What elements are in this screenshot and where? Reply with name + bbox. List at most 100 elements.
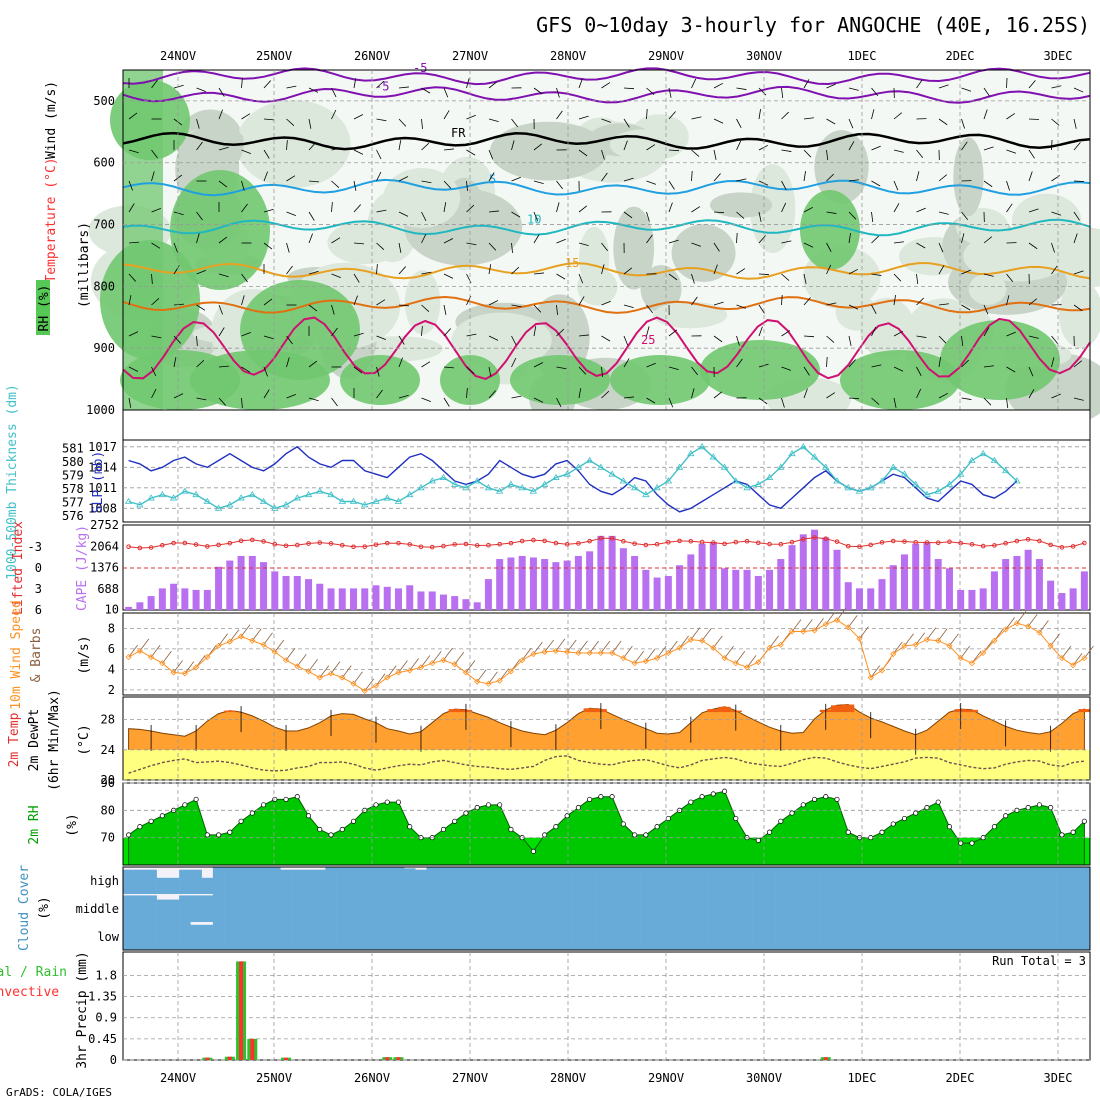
wind10-barb: [240, 624, 251, 637]
wind-barb: [533, 272, 544, 275]
cloud-bar: [224, 894, 236, 922]
cloud-bar: [1044, 894, 1057, 922]
wind-barb: [421, 118, 423, 129]
wind-barb: [1073, 142, 1081, 151]
wind-barb: [758, 397, 768, 405]
wind-barb: [893, 149, 904, 153]
rh-point: [733, 815, 739, 822]
cloud-bar: [583, 867, 596, 894]
wind-barb: [758, 144, 769, 151]
precip-ytick: 0.45: [88, 1032, 117, 1046]
cloud-bar: [437, 867, 450, 894]
bottom-day-label: 25NOV: [256, 1071, 292, 1085]
wind10-point: [249, 637, 256, 644]
cloud-bar: [190, 924, 202, 950]
rh-point: [204, 832, 210, 838]
wind10-point: [878, 667, 886, 674]
wind10-barb: [263, 632, 273, 646]
cloud-bar: [752, 867, 765, 894]
cape-bar: [945, 568, 953, 610]
ylabel-temperature: Temperature (°C): [44, 157, 59, 282]
rh-point: [800, 802, 806, 808]
cloud-bar: [291, 922, 304, 950]
wind-barb: [488, 172, 495, 182]
cloud-bar: [415, 869, 427, 894]
rh-patch: [340, 355, 420, 405]
wind-barb: [578, 242, 589, 246]
wind-barb: [983, 146, 994, 151]
wind-barb: [488, 390, 496, 399]
thickness-point: [338, 497, 346, 504]
humidity-patch: [859, 297, 915, 359]
wind-barb: [826, 242, 832, 253]
cape-bar: [687, 554, 695, 610]
cloud-bar: [190, 869, 202, 894]
wind10-point: [350, 680, 357, 687]
wind-barb: [1006, 180, 1010, 191]
wind-barb: [263, 242, 273, 250]
wind-barb: [736, 358, 743, 368]
wind10-point: [406, 667, 413, 674]
thickness-point: [675, 463, 684, 470]
wind-barb: [826, 173, 834, 182]
cloud-bar: [943, 922, 956, 950]
cloud-bar: [291, 869, 304, 894]
thickness-line: [128, 445, 1018, 510]
cloud-bar: [932, 894, 945, 922]
wind10-barb: [870, 665, 881, 678]
wind-barb: [916, 388, 922, 399]
cloud-bar: [122, 922, 135, 950]
wind-barb: [983, 273, 994, 277]
wind-barb: [376, 335, 386, 340]
cape-bar: [799, 534, 807, 610]
cloud-bar: [561, 922, 573, 950]
cloud-bar: [550, 922, 562, 950]
cloud-bar: [1067, 922, 1079, 950]
wind-barb: [848, 118, 854, 129]
cloud-bar: [820, 894, 832, 922]
cloud-bar: [718, 922, 731, 950]
wind-barb: [128, 112, 138, 120]
rh-point: [328, 832, 334, 838]
wind-barb: [916, 242, 926, 249]
top-day-label: 2DEC: [946, 49, 975, 63]
cape-bar: [428, 591, 436, 610]
wind-barb: [803, 242, 814, 248]
cloud-bar: [460, 922, 472, 950]
wind-barb: [578, 273, 584, 284]
wind-barb: [623, 140, 628, 151]
wind-barb: [1073, 211, 1080, 221]
wind-barb: [758, 211, 762, 222]
wind-barb: [983, 109, 988, 120]
thickness-point: [293, 494, 301, 501]
wind10-barb: [836, 607, 847, 621]
cloud-level-label: middle: [76, 902, 119, 916]
rh-point: [440, 826, 447, 833]
wind-barb: [691, 366, 698, 376]
dewpt-band: [123, 749, 1090, 780]
cape-li-panel: 10 688 1376 2064 2752 -3 0 3 6 Lifted Index CAPE (…: [11, 518, 1091, 617]
wind-barb: [173, 393, 184, 399]
wind10-point: [609, 649, 616, 657]
wind-barb: [421, 233, 427, 244]
cloud-bar: [1078, 922, 1091, 950]
thickness-point: [687, 449, 695, 457]
wind-barb: [938, 242, 944, 253]
temp-max-fill: [831, 705, 844, 713]
cloud-bar: [359, 922, 371, 950]
humidity-patch: [578, 226, 610, 291]
wind-barb: [263, 335, 274, 340]
wind-barb: [938, 211, 949, 215]
cloud-bar: [134, 869, 146, 894]
cloud-bar: [201, 877, 214, 894]
wind-barb: [421, 397, 431, 402]
wind-barb: [893, 273, 902, 282]
wind-barb: [668, 149, 680, 152]
cloud-bar: [786, 867, 798, 894]
rh-point: [305, 813, 312, 819]
wind-barb: [218, 273, 229, 278]
cloud-bar: [651, 867, 663, 894]
wind-barb: [151, 366, 157, 377]
wind10-barb: [668, 640, 678, 654]
